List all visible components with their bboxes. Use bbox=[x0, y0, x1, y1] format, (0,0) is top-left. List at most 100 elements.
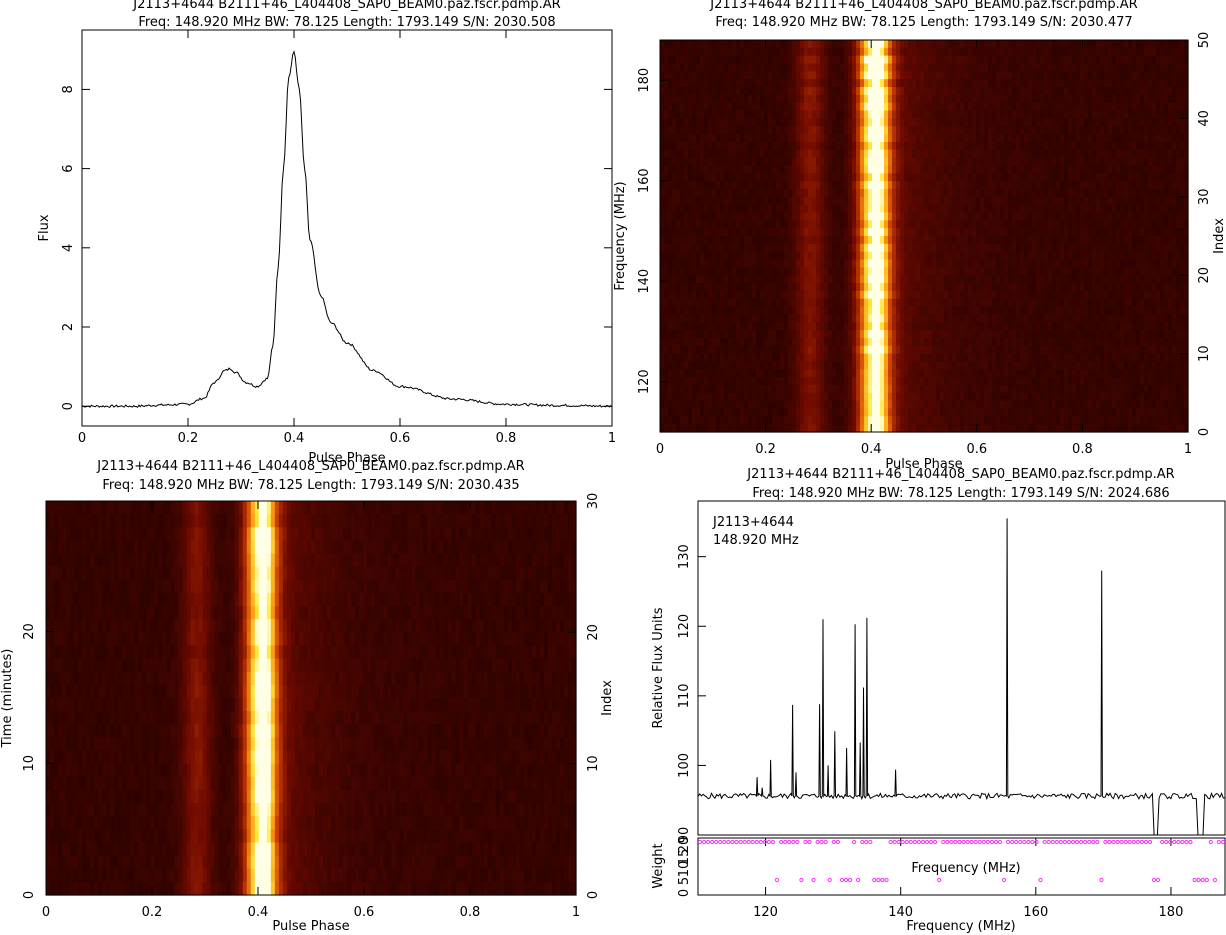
heatmap-cell bbox=[1184, 243, 1189, 253]
heatmap-cell bbox=[904, 243, 909, 253]
heatmap-cell bbox=[1020, 63, 1025, 72]
heatmap-cell bbox=[700, 63, 705, 72]
heatmap-cell bbox=[684, 228, 689, 237]
heatmap-cell bbox=[920, 165, 925, 174]
heatmap-cell bbox=[792, 188, 797, 198]
heatmap-cell bbox=[816, 47, 821, 57]
heatmap-cell bbox=[1116, 71, 1121, 80]
heatmap-cell bbox=[772, 188, 777, 198]
heatmap-cell bbox=[1020, 165, 1025, 174]
heatmap-cell bbox=[1012, 118, 1017, 127]
heatmap-cell bbox=[812, 141, 817, 151]
heatmap-cell bbox=[844, 173, 849, 182]
heatmap-cell bbox=[1144, 204, 1149, 214]
heatmap-cell bbox=[1000, 55, 1005, 65]
heatmap-cell bbox=[996, 290, 1001, 300]
heatmap-cell bbox=[980, 87, 985, 96]
heatmap-cell bbox=[860, 228, 865, 237]
heatmap-cell bbox=[944, 134, 949, 143]
heatmap-cell bbox=[1008, 236, 1013, 245]
heatmap-cell bbox=[728, 110, 733, 119]
heatmap-cell bbox=[1080, 267, 1085, 276]
heatmap-cell bbox=[952, 102, 957, 112]
heatmap-cell bbox=[908, 212, 913, 221]
heatmap-cell bbox=[724, 102, 729, 112]
heatmap-cell bbox=[908, 181, 913, 190]
heatmap-cell bbox=[756, 55, 761, 65]
heatmap-cell bbox=[736, 188, 741, 198]
heatmap-cell bbox=[940, 236, 945, 245]
heatmap-cell bbox=[764, 110, 769, 119]
heatmap-cell bbox=[1180, 118, 1185, 127]
heatmap-cell bbox=[892, 220, 897, 229]
heatmap-cell bbox=[1028, 236, 1033, 245]
heatmap-cell bbox=[1072, 212, 1077, 221]
heatmap-cell bbox=[1108, 71, 1113, 80]
heatmap-cell bbox=[728, 102, 733, 112]
heatmap-cell bbox=[1056, 306, 1061, 315]
heatmap-cell bbox=[1096, 149, 1101, 159]
heatmap-cell bbox=[1016, 63, 1021, 72]
heatmap-cell bbox=[904, 173, 909, 182]
heatmap-cell bbox=[820, 149, 825, 159]
heatmap-cell bbox=[764, 40, 769, 49]
heatmap-cell bbox=[1008, 63, 1013, 72]
heatmap-cell bbox=[756, 134, 761, 143]
heatmap-cell bbox=[1100, 40, 1105, 49]
heatmap-cell bbox=[1016, 204, 1021, 214]
heatmap-cell bbox=[1080, 322, 1085, 331]
heatmap-cell bbox=[856, 141, 861, 151]
heatmap-cell bbox=[764, 243, 769, 253]
heatmap-cell bbox=[772, 283, 777, 292]
heatmap-cell bbox=[976, 220, 981, 229]
heatmap-cell bbox=[988, 63, 993, 72]
heatmap-cell bbox=[1120, 118, 1125, 127]
heatmap-cell bbox=[796, 40, 801, 49]
heatmap-cell bbox=[1052, 47, 1057, 57]
heatmap-cell bbox=[728, 47, 733, 57]
heatmap-cell bbox=[704, 55, 709, 65]
heatmap-cell bbox=[668, 71, 673, 80]
heatmap-cell bbox=[724, 157, 729, 167]
heatmap-cell bbox=[704, 165, 709, 174]
heatmap-cell bbox=[1048, 251, 1053, 261]
heatmap-cell bbox=[672, 118, 677, 127]
heatmap-cell bbox=[1128, 149, 1133, 159]
heatmap-cell bbox=[784, 55, 789, 65]
heatmap-cell bbox=[860, 196, 865, 206]
heatmap-cell bbox=[668, 188, 673, 198]
heatmap-cell bbox=[1124, 283, 1129, 292]
heatmap-cell bbox=[988, 141, 993, 151]
heatmap-cell bbox=[712, 165, 717, 174]
heatmap-cell bbox=[672, 228, 677, 237]
heatmap-cell bbox=[672, 87, 677, 96]
heatmap-cell bbox=[1184, 298, 1189, 308]
heatmap-cell bbox=[1060, 157, 1065, 167]
heatmap-cell bbox=[1028, 259, 1033, 268]
heatmap-cell bbox=[744, 134, 749, 143]
heatmap-cell bbox=[780, 306, 785, 315]
heatmap-cell bbox=[1168, 322, 1173, 331]
heatmap-cell bbox=[1024, 94, 1029, 104]
heatmap-cell bbox=[944, 251, 949, 261]
heatmap-cell bbox=[820, 63, 825, 72]
heatmap-cell bbox=[904, 63, 909, 72]
heatmap-cell bbox=[880, 306, 885, 315]
heatmap-cell bbox=[888, 102, 893, 112]
heatmap-cell bbox=[864, 79, 869, 88]
heatmap-cell bbox=[908, 275, 913, 284]
heatmap-cell bbox=[836, 290, 841, 300]
heatmap-cell bbox=[1120, 236, 1125, 245]
heatmap-cell bbox=[756, 165, 761, 174]
heatmap-cell bbox=[1068, 149, 1073, 159]
heatmap-cell bbox=[944, 79, 949, 88]
heatmap-cell bbox=[1056, 149, 1061, 159]
heatmap-cell bbox=[1136, 228, 1141, 237]
heatmap-cell bbox=[768, 228, 773, 237]
heatmap-cell bbox=[880, 283, 885, 292]
heatmap-cell bbox=[716, 110, 721, 119]
heatmap-cell bbox=[780, 267, 785, 276]
heatmap-cell bbox=[1124, 243, 1129, 253]
heatmap-cell bbox=[688, 220, 693, 229]
heatmap-cell bbox=[756, 40, 761, 49]
